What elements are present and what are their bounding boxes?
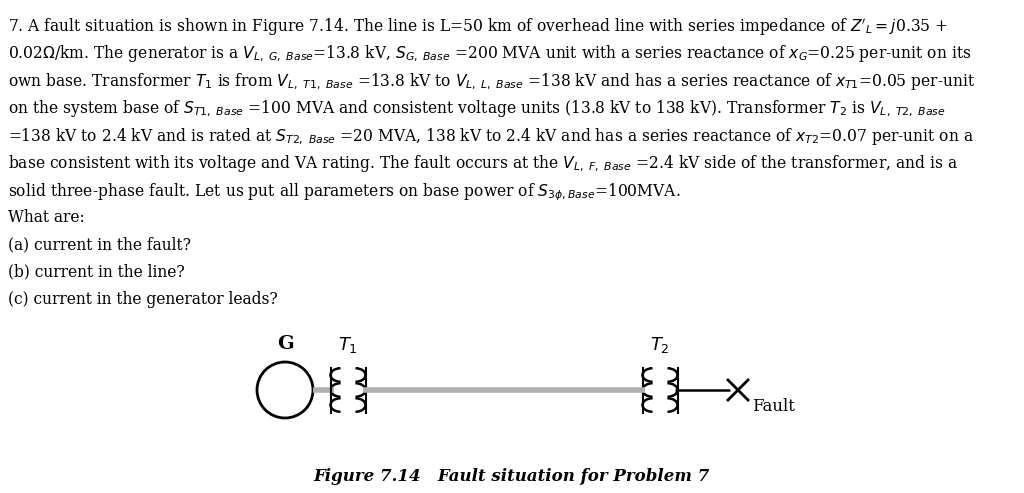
Text: Figure 7.14   Fault situation for Problem 7: Figure 7.14 Fault situation for Problem … [313,468,711,485]
Text: Fault: Fault [752,398,795,415]
Text: =138 kV to 2.4 kV and is rated at $S_{T2,\ Base}$ =20 MVA, 138 kV to 2.4 kV and : =138 kV to 2.4 kV and is rated at $S_{T2… [8,126,974,147]
Text: 0.02$\Omega$/km. The generator is a $V_{L,\ G,\ Base}$=13.8 kV, $S_{G,\ Base}$ =: 0.02$\Omega$/km. The generator is a $V_{… [8,43,972,65]
Text: (c) current in the generator leads?: (c) current in the generator leads? [8,291,278,308]
Text: base consistent with its voltage and VA rating. The fault occurs at the $V_{L,\ : base consistent with its voltage and VA … [8,153,958,175]
Text: (b) current in the line?: (b) current in the line? [8,263,184,281]
Text: $T_2$: $T_2$ [650,335,670,355]
Text: What are:: What are: [8,209,85,225]
Text: $T_1$: $T_1$ [338,335,358,355]
Text: own base. Transformer $T_1$ is from $V_{L,\ T1,\ Base}$ =13.8 kV to $V_{L,\ L,\ : own base. Transformer $T_1$ is from $V_{… [8,71,975,92]
Text: on the system base of $S_{T1,\ Base}$ =100 MVA and consistent voltage units (13.: on the system base of $S_{T1,\ Base}$ =1… [8,99,946,119]
Text: 7. A fault situation is shown in Figure 7.14. The line is L=50 km of overhead li: 7. A fault situation is shown in Figure … [8,16,948,37]
Text: (a) current in the fault?: (a) current in the fault? [8,236,191,253]
Text: solid three-phase fault. Let us put all parameters on base power of $S_{3\phi,Ba: solid three-phase fault. Let us put all … [8,181,681,203]
Text: G: G [276,335,293,353]
